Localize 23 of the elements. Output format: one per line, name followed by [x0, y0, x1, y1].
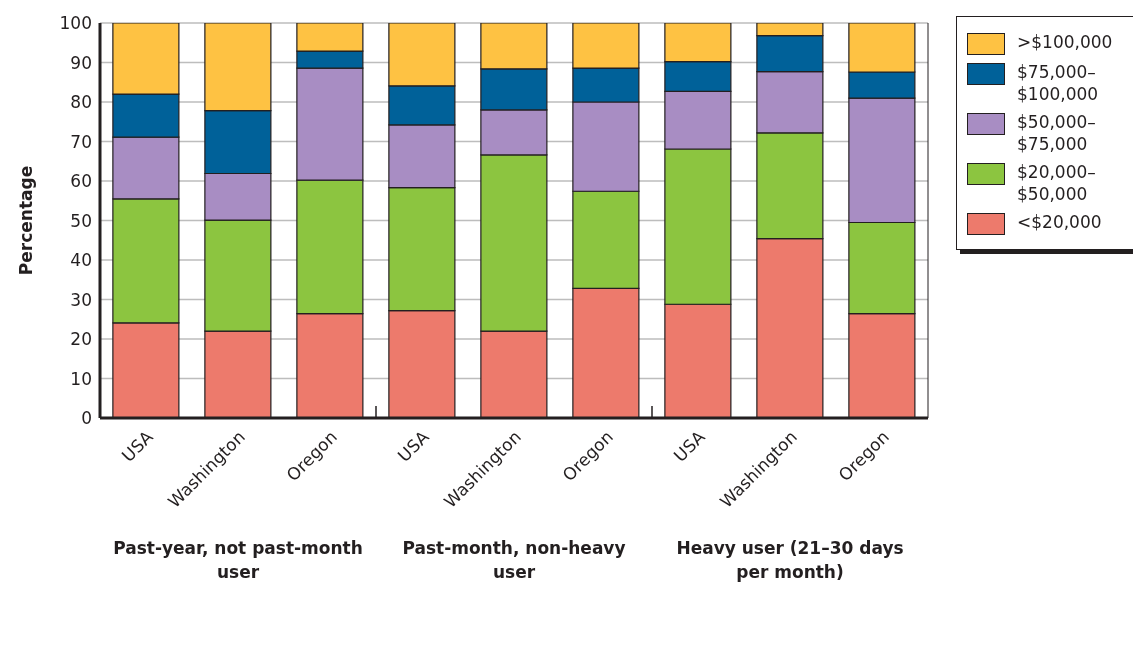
legend-label: $20,000–$50,000 [1017, 161, 1096, 205]
y-tick-label: 30 [70, 289, 92, 310]
legend-label: >$100,000 [1017, 31, 1113, 53]
y-tick-label: 70 [70, 131, 92, 152]
x-tick-label: USA [669, 426, 710, 466]
legend-label: <$20,000 [1017, 211, 1102, 233]
y-tick-label: 40 [70, 250, 92, 271]
legend-label: $50,000–$75,000 [1017, 111, 1096, 155]
y-axis-title: Percentage [16, 165, 37, 276]
text: Heavy user (21–30 days per month) [675, 537, 905, 584]
y-tick-label: 60 [70, 171, 92, 192]
y-tick-label: 10 [70, 368, 92, 389]
y-tick-label: 90 [70, 52, 92, 73]
legend-label: $75,000–$100,000 [1017, 61, 1099, 105]
x-tick-label: USA [393, 426, 434, 466]
y-tick-label: 100 [59, 13, 92, 34]
y-tick-label: 80 [70, 92, 92, 113]
y-tick-label: 50 [70, 210, 92, 231]
y-tick-label: 20 [70, 329, 92, 350]
text: Past-month, non-heavy user [401, 537, 627, 584]
y-tick-label: 0 [81, 408, 92, 429]
x-tick-label: USA [117, 426, 158, 466]
text: Past-year, not past-month user [112, 537, 364, 584]
